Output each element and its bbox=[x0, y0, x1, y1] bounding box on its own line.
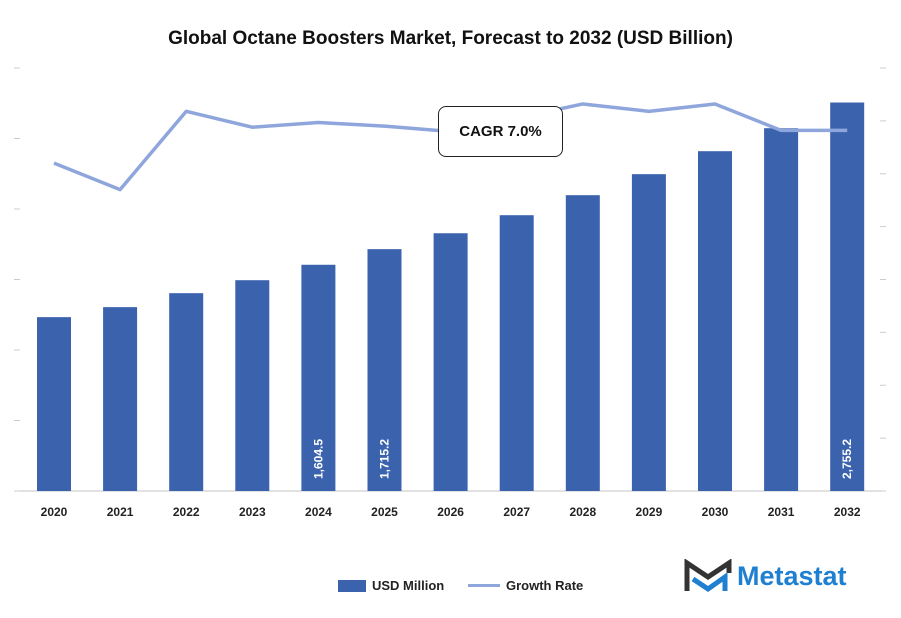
bar-2032 bbox=[830, 102, 865, 492]
bar-data-label: 1,604.5 bbox=[311, 439, 325, 479]
legend-item-usd-million: USD Million bbox=[338, 578, 444, 593]
bar-2021 bbox=[103, 307, 138, 491]
x-tick-label: 2032 bbox=[834, 505, 861, 519]
x-tick-label: 2031 bbox=[768, 505, 795, 519]
x-tick-label: 2026 bbox=[437, 505, 464, 519]
x-tick-label: 2024 bbox=[305, 505, 332, 519]
cagr-annotation: CAGR 7.0% bbox=[438, 106, 563, 157]
metastat-logo: Metastat bbox=[683, 559, 847, 593]
bar-2023 bbox=[235, 280, 270, 491]
logo-text: Metastat bbox=[737, 560, 847, 591]
bar-2025 bbox=[367, 249, 402, 491]
metastat-m-icon bbox=[684, 559, 732, 593]
bar-2027 bbox=[499, 215, 534, 492]
legend-bar-swatch bbox=[338, 579, 366, 592]
bar-2024 bbox=[301, 264, 336, 491]
x-tick-label: 2025 bbox=[371, 505, 398, 519]
x-tick-label: 2023 bbox=[239, 505, 266, 519]
x-tick-label: 2022 bbox=[173, 505, 200, 519]
bar-2031 bbox=[764, 128, 799, 491]
bar-2022 bbox=[169, 293, 204, 491]
bar-2030 bbox=[698, 151, 732, 491]
x-tick-label: 2030 bbox=[702, 505, 729, 519]
x-tick-label: 2021 bbox=[107, 505, 134, 519]
legend-line-swatch bbox=[468, 584, 500, 587]
legend-label: Growth Rate bbox=[506, 578, 584, 593]
legend-item-growth-rate: Growth Rate bbox=[468, 578, 583, 593]
bar-2029 bbox=[631, 174, 666, 491]
x-tick-label: 2028 bbox=[569, 505, 596, 519]
x-tick-label: 2027 bbox=[503, 505, 530, 519]
bar-2026 bbox=[433, 233, 468, 491]
chart-title: Global Octane Boosters Market, Forecast … bbox=[168, 28, 733, 49]
bar-data-label: 2,755.2 bbox=[840, 439, 854, 479]
bar-2020 bbox=[37, 317, 71, 491]
x-tick-label: 2029 bbox=[636, 505, 663, 519]
bar-2028 bbox=[565, 195, 600, 491]
bar-data-label: 1,715.2 bbox=[378, 439, 392, 479]
x-tick-label: 2020 bbox=[41, 505, 68, 519]
legend-label: USD Million bbox=[372, 578, 445, 593]
